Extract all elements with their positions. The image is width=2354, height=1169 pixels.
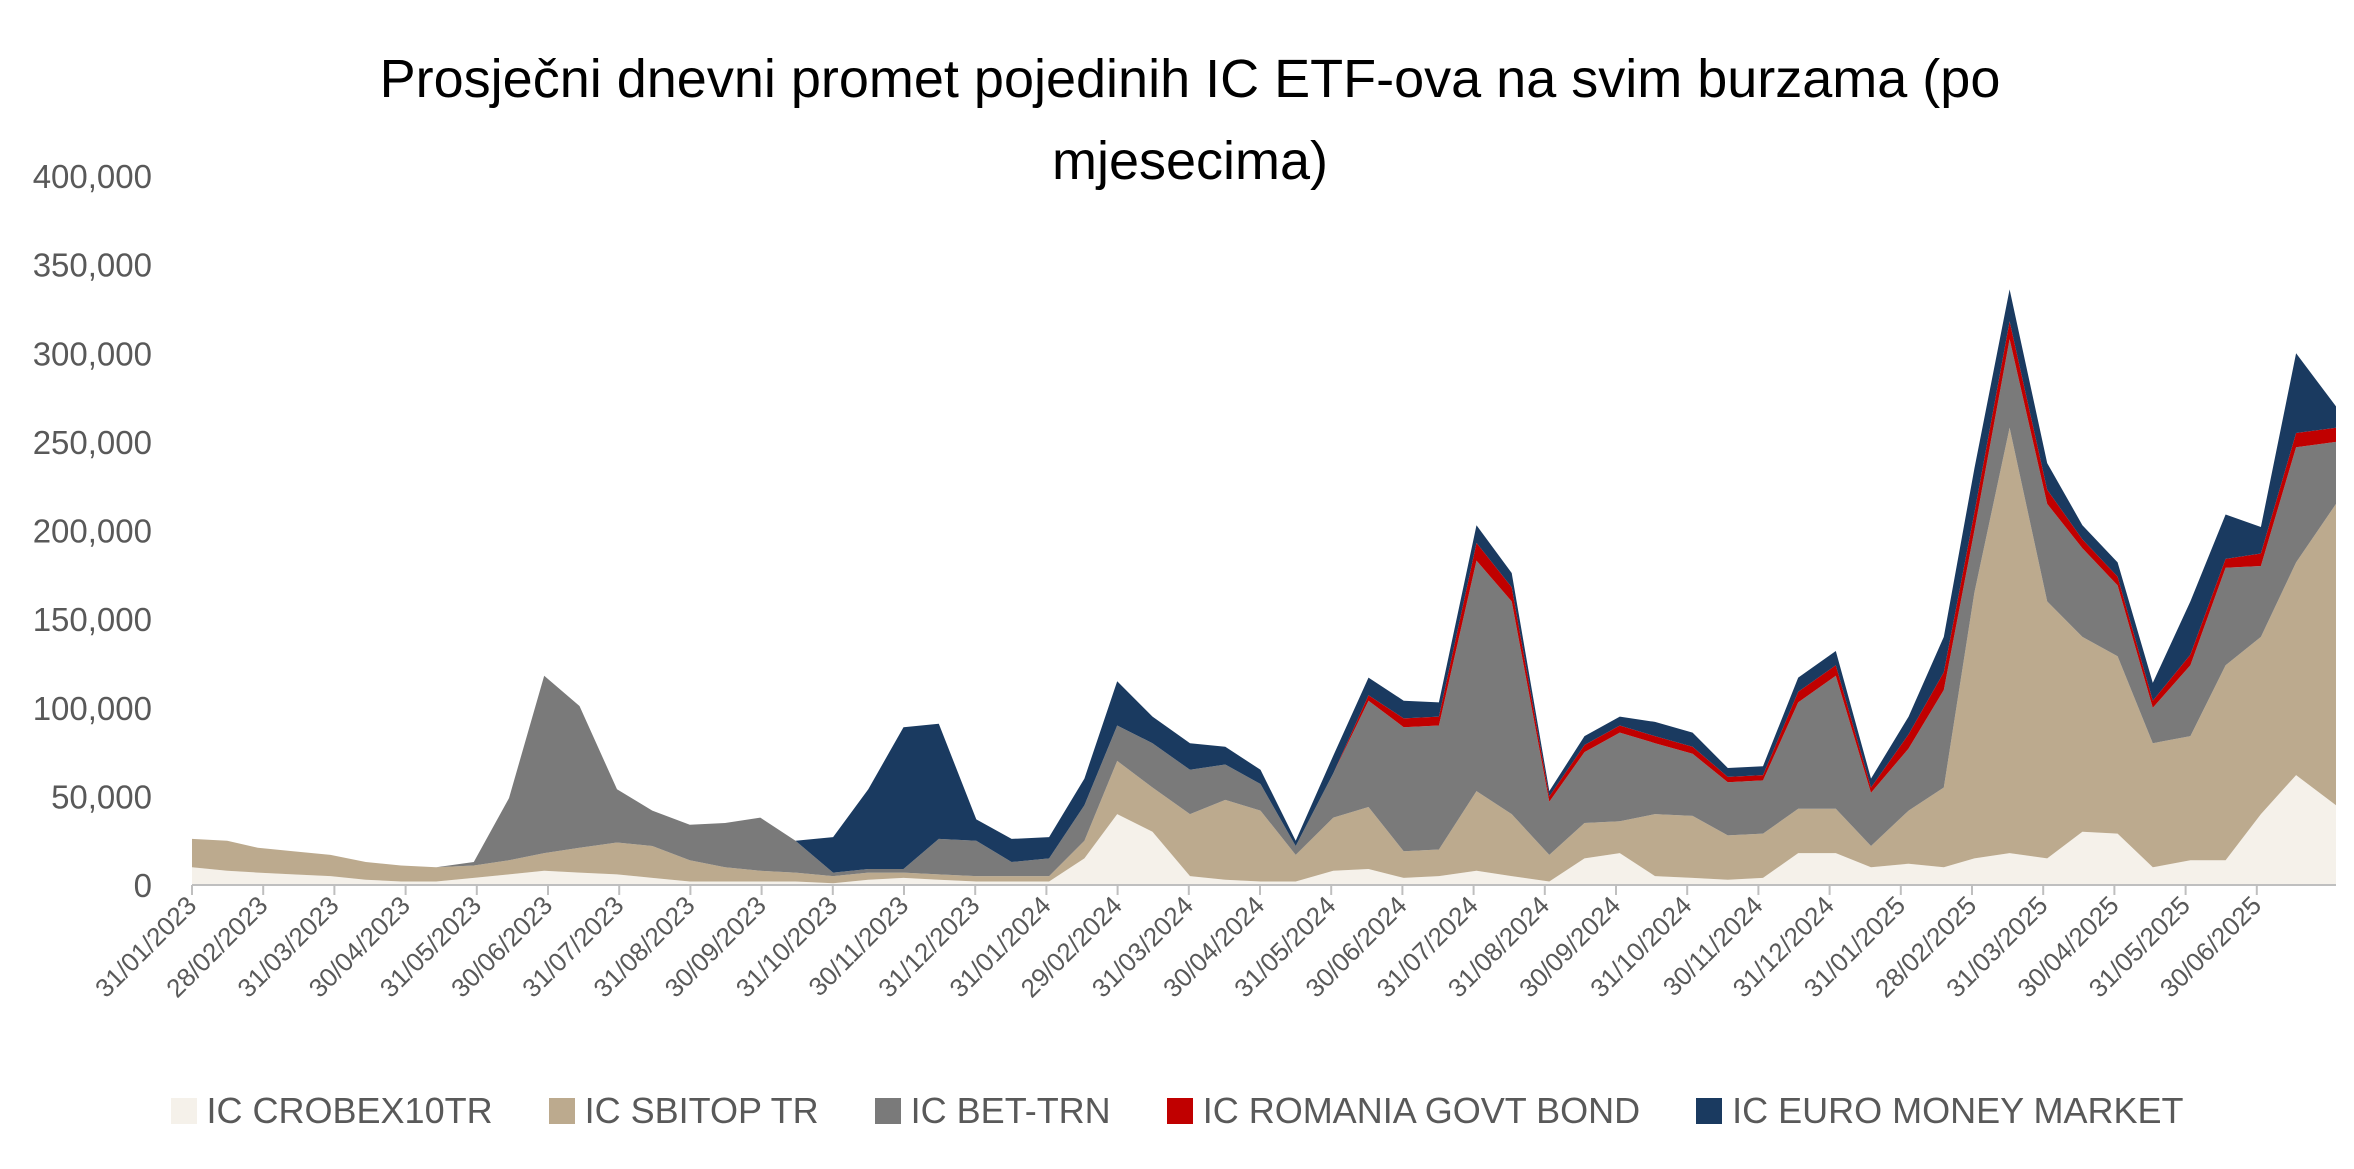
chart-title-line-1: Prosječni dnevni promet pojedinih IC ETF… xyxy=(379,49,2001,109)
legend-label: IC EURO MONEY MARKET xyxy=(1732,1090,2184,1131)
y-tick-label: 350,000 xyxy=(33,247,152,284)
legend-swatch xyxy=(874,1098,901,1124)
area-series-2 xyxy=(192,339,2336,877)
legend-item: IC SBITOP TR xyxy=(548,1090,819,1132)
legend-label: IC CROBEX10TR xyxy=(206,1090,493,1131)
y-tick-label: 300,000 xyxy=(33,335,152,372)
legend-item: IC CROBEX10TR xyxy=(170,1090,493,1132)
legend-swatch xyxy=(1696,1098,1723,1124)
y-tick-label: 0 xyxy=(134,867,152,904)
area-series-0 xyxy=(192,775,2336,885)
legend-label: IC BET-TRN xyxy=(910,1090,1111,1131)
legend-item: IC ROMANIA GOVT BOND xyxy=(1166,1090,1641,1132)
y-tick-label: 100,000 xyxy=(33,690,152,727)
y-tick-label: 200,000 xyxy=(33,513,152,550)
legend-swatch xyxy=(1166,1098,1193,1124)
chart-title: Prosječni dnevni promet pojedinih IC ETF… xyxy=(200,38,2180,202)
legend-label: IC ROMANIA GOVT BOND xyxy=(1202,1090,1641,1131)
legend-label: IC SBITOP TR xyxy=(584,1090,819,1131)
legend-item: IC EURO MONEY MARKET xyxy=(1696,1090,2183,1132)
y-tick-label: 400,000 xyxy=(33,158,152,195)
series-areas xyxy=(192,289,2336,885)
y-tick-label: 250,000 xyxy=(33,424,152,461)
y-tick-label: 150,000 xyxy=(33,601,152,638)
y-tick-label: 50,000 xyxy=(51,778,152,815)
legend-swatch xyxy=(170,1098,197,1124)
legend-item: IC BET-TRN xyxy=(874,1090,1111,1132)
chart-title-line-2: mjesecima) xyxy=(1051,131,1329,191)
legend-swatch xyxy=(548,1098,575,1124)
x-axis-tick-labels: 31/01/202328/02/202331/03/202330/04/2023… xyxy=(89,885,2267,1003)
legend: IC CROBEX10TR IC SBITOP TR IC BET-TRN IC RO… xyxy=(0,1090,2354,1132)
y-axis-tick-labels: 0 50,000 100,000 150,000 200,000 250,000 300,0… xyxy=(33,158,152,904)
